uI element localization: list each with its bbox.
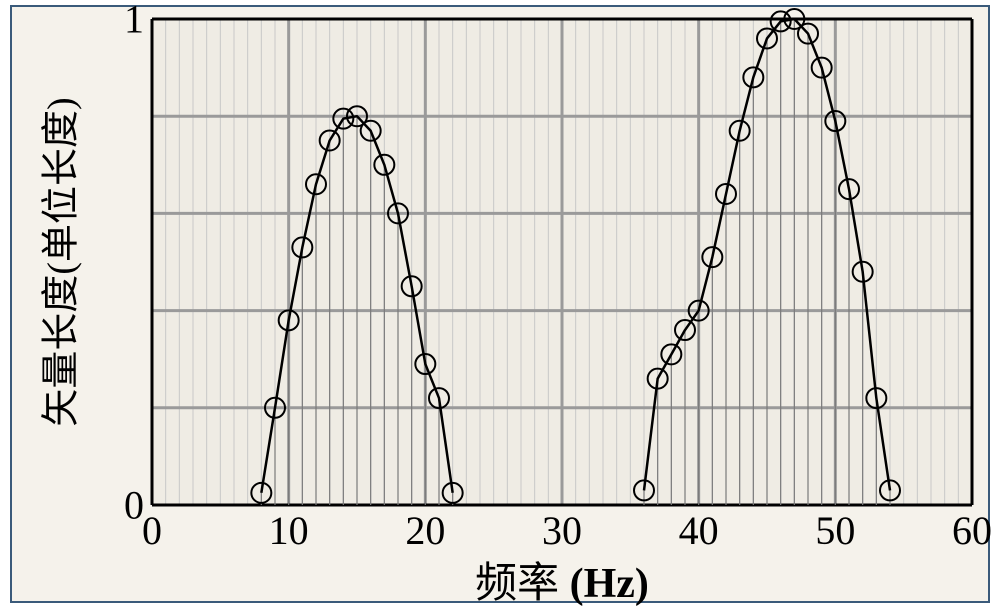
x-axis-label-text: 频率 bbox=[475, 561, 559, 607]
data-layer bbox=[152, 19, 972, 505]
x-tick-label: 10 bbox=[269, 507, 309, 554]
x-tick-label: 0 bbox=[142, 507, 162, 554]
x-tick-label: 60 bbox=[952, 507, 992, 554]
x-tick-label: 30 bbox=[542, 507, 582, 554]
x-tick-label: 40 bbox=[679, 507, 719, 554]
x-axis-label: 频率 (Hz) bbox=[475, 549, 649, 610]
x-axis-label-unit: (Hz) bbox=[570, 561, 649, 607]
x-tick-label: 50 bbox=[815, 507, 855, 554]
plot-area bbox=[152, 19, 972, 505]
y-tick-label: 1 bbox=[124, 0, 144, 43]
x-tick-label: 20 bbox=[405, 507, 445, 554]
chart-container: 矢量长度(单位长度) 频率 (Hz) 010203040506001 bbox=[10, 5, 990, 603]
y-axis-label: 矢量长度(单位长度) bbox=[30, 97, 85, 426]
y-tick-label: 0 bbox=[124, 482, 144, 529]
